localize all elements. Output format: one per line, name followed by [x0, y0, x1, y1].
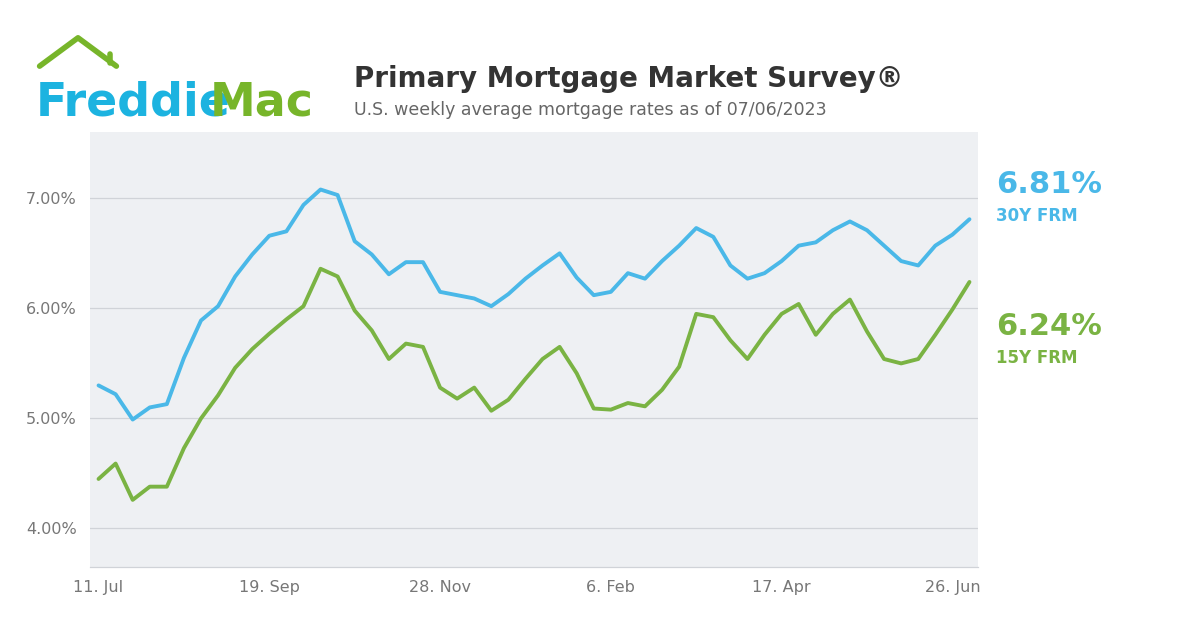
Text: 15Y FRM: 15Y FRM: [996, 348, 1078, 367]
Text: 6.24%: 6.24%: [996, 312, 1102, 341]
Text: Freddie: Freddie: [36, 81, 230, 126]
Text: Mac: Mac: [210, 81, 314, 126]
Text: U.S. weekly average mortgage rates as of 07/06/2023: U.S. weekly average mortgage rates as of…: [354, 101, 827, 119]
Text: 6.81%: 6.81%: [996, 170, 1102, 199]
Text: Primary Mortgage Market Survey®: Primary Mortgage Market Survey®: [354, 65, 904, 93]
Text: 30Y FRM: 30Y FRM: [996, 207, 1078, 225]
